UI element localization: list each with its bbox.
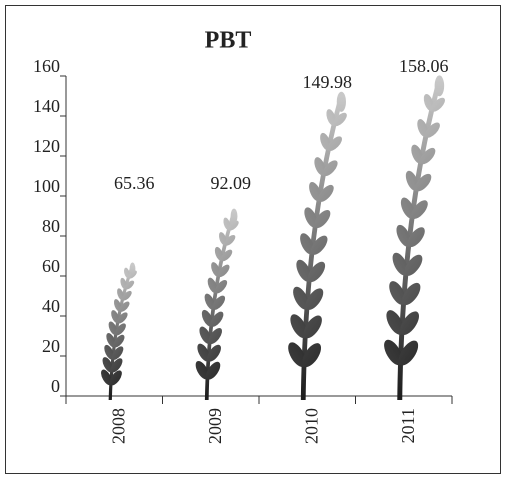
y-tick-label: 60 bbox=[42, 256, 60, 276]
value-label: 149.98 bbox=[303, 72, 353, 92]
chart-title: PBT bbox=[205, 28, 252, 54]
value-label: 92.09 bbox=[211, 173, 252, 193]
y-tick-label: 120 bbox=[33, 136, 60, 156]
grain bbox=[130, 263, 136, 276]
value-label: 158.06 bbox=[399, 56, 449, 76]
x-tick-label: 2009 bbox=[205, 408, 225, 444]
y-tick-label: 100 bbox=[33, 176, 60, 196]
x-tick-label: 2011 bbox=[398, 408, 418, 443]
y-tick-label: 40 bbox=[42, 296, 60, 316]
grain bbox=[231, 209, 238, 224]
y-tick-label: 0 bbox=[51, 376, 60, 396]
y-tick-label: 20 bbox=[42, 336, 60, 356]
chart: PBT 0 20 40 60 80 100 120 140 160 2008 65.36 2009 92… bbox=[0, 0, 508, 481]
y-tick-label: 140 bbox=[33, 96, 60, 116]
page: {"chart_data": {"type": "bar", "title": … bbox=[0, 0, 508, 481]
grain bbox=[435, 75, 445, 96]
grain bbox=[337, 92, 346, 112]
y-tick-label: 80 bbox=[42, 216, 60, 236]
x-tick-label: 2008 bbox=[108, 408, 128, 444]
y-tick-label: 160 bbox=[33, 56, 60, 76]
value-label: 65.36 bbox=[114, 173, 155, 193]
x-tick-label: 2010 bbox=[301, 408, 321, 444]
